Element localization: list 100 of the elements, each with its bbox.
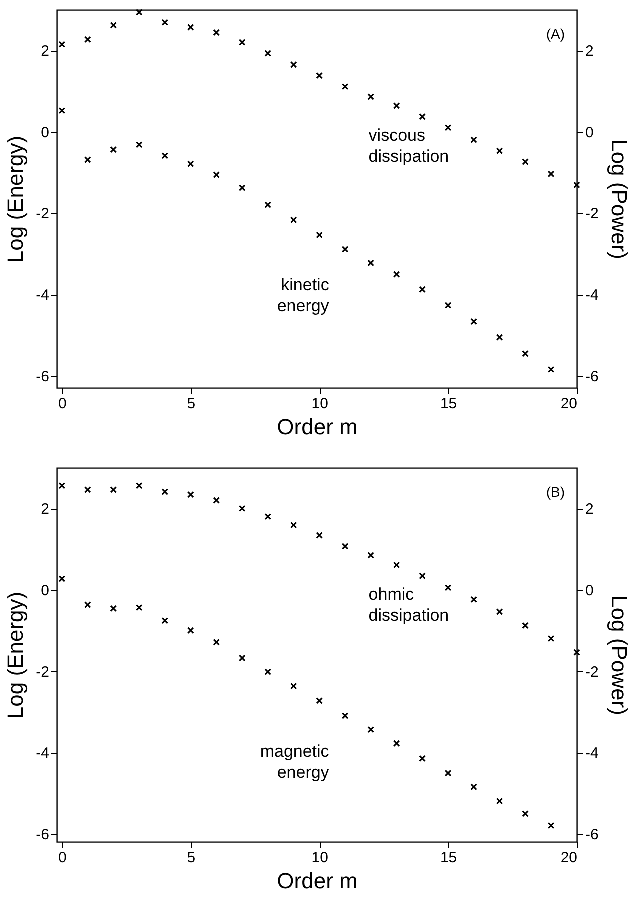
x-tick-label: 15 bbox=[440, 850, 458, 866]
x-axis-title: Order m bbox=[277, 414, 358, 440]
point bbox=[316, 72, 324, 80]
x-tick-label: 5 bbox=[187, 396, 196, 412]
y2-axis-title: Log (Power) bbox=[606, 140, 632, 260]
point bbox=[136, 141, 143, 148]
point bbox=[162, 19, 169, 26]
point bbox=[470, 318, 478, 326]
y2-axis-title: Log (Power) bbox=[606, 596, 632, 716]
point bbox=[213, 497, 220, 504]
point bbox=[548, 635, 555, 642]
point bbox=[342, 712, 349, 720]
point bbox=[393, 271, 400, 278]
point bbox=[264, 513, 272, 520]
y2-tick-label: -6 bbox=[586, 368, 599, 386]
point bbox=[58, 107, 66, 114]
point bbox=[84, 36, 92, 44]
y2-tick-label: -2 bbox=[586, 664, 599, 681]
point bbox=[264, 50, 272, 57]
x-tick-label: 20 bbox=[560, 396, 578, 412]
y-tick-label: -6 bbox=[36, 368, 50, 386]
point bbox=[290, 61, 298, 68]
annotation: (B) bbox=[546, 484, 565, 500]
point bbox=[290, 682, 298, 690]
point bbox=[470, 784, 478, 791]
annotation: (A) bbox=[546, 26, 565, 42]
point bbox=[496, 334, 504, 342]
series-label: viscous dissipation bbox=[368, 126, 450, 166]
point bbox=[238, 654, 246, 662]
point bbox=[316, 532, 324, 539]
point bbox=[162, 152, 169, 160]
y2-tick-label: -2 bbox=[586, 206, 599, 223]
x-tick-label: 20 bbox=[560, 850, 578, 866]
y2-tick-label: -4 bbox=[586, 745, 599, 762]
point bbox=[496, 148, 504, 154]
point bbox=[368, 260, 375, 267]
y-tick-label: 2 bbox=[41, 501, 50, 518]
point bbox=[136, 604, 143, 612]
x-tick-label: 15 bbox=[440, 396, 458, 412]
y-tick-label: -6 bbox=[36, 826, 50, 844]
point bbox=[213, 29, 220, 36]
y2-tick-label: 2 bbox=[586, 501, 594, 518]
point bbox=[393, 740, 400, 748]
point bbox=[522, 158, 529, 166]
y-tick-label: -4 bbox=[36, 745, 50, 762]
point bbox=[58, 482, 66, 490]
point bbox=[187, 24, 194, 31]
point bbox=[393, 562, 400, 569]
point bbox=[342, 83, 349, 90]
x-tick-label: 10 bbox=[312, 396, 328, 412]
y-tick-label: 0 bbox=[41, 124, 50, 142]
x-tick-label: 0 bbox=[58, 396, 67, 412]
point bbox=[162, 488, 169, 496]
point bbox=[110, 146, 118, 154]
point bbox=[419, 572, 426, 580]
point bbox=[548, 822, 555, 830]
y2-tick-label: 0 bbox=[586, 582, 594, 600]
x-tick-label: 10 bbox=[312, 850, 328, 866]
point bbox=[342, 246, 349, 253]
y2-tick-label: -6 bbox=[586, 826, 599, 844]
point bbox=[110, 486, 118, 494]
y2-tick-label: 2 bbox=[586, 43, 594, 60]
point bbox=[290, 216, 298, 224]
point bbox=[522, 622, 529, 630]
point bbox=[496, 608, 504, 616]
point bbox=[548, 366, 555, 374]
point bbox=[187, 160, 194, 168]
series-label: magnetic energy bbox=[260, 742, 330, 782]
point bbox=[136, 482, 143, 490]
point bbox=[238, 505, 246, 512]
point bbox=[419, 286, 426, 294]
series-label: ohmic dissipation bbox=[368, 585, 450, 626]
point bbox=[84, 602, 92, 608]
point bbox=[393, 102, 400, 110]
point bbox=[522, 350, 529, 358]
point bbox=[110, 22, 118, 29]
point bbox=[368, 552, 375, 559]
series-label: kinetic energy bbox=[277, 275, 330, 316]
point bbox=[213, 172, 220, 178]
point bbox=[84, 486, 92, 494]
x-axis-title: Order m bbox=[277, 868, 358, 894]
point bbox=[496, 798, 504, 805]
y-tick-label: -2 bbox=[36, 206, 50, 223]
point bbox=[110, 605, 118, 612]
point bbox=[187, 491, 194, 498]
point bbox=[368, 726, 375, 734]
x-tick-label: 0 bbox=[58, 850, 67, 866]
point bbox=[470, 136, 478, 144]
point bbox=[290, 522, 298, 529]
y-tick-label: 2 bbox=[41, 43, 50, 60]
y2-tick-label: 0 bbox=[586, 124, 594, 142]
y-tick-label: 0 bbox=[41, 582, 50, 600]
point bbox=[444, 770, 452, 777]
point bbox=[58, 41, 66, 48]
point bbox=[444, 584, 452, 592]
x-tick-label: 5 bbox=[187, 850, 196, 866]
y2-tick-label: -4 bbox=[586, 287, 599, 304]
point bbox=[238, 39, 246, 46]
y-axis-title: Log (Energy) bbox=[3, 592, 28, 720]
point bbox=[213, 638, 220, 646]
